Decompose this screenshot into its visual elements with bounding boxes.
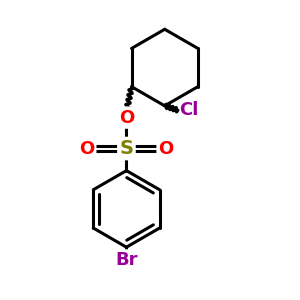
Text: Br: Br [115, 251, 138, 269]
Text: O: O [159, 140, 174, 158]
Text: Cl: Cl [179, 101, 199, 119]
Text: S: S [119, 139, 134, 158]
Text: O: O [79, 140, 94, 158]
Text: O: O [119, 109, 134, 127]
